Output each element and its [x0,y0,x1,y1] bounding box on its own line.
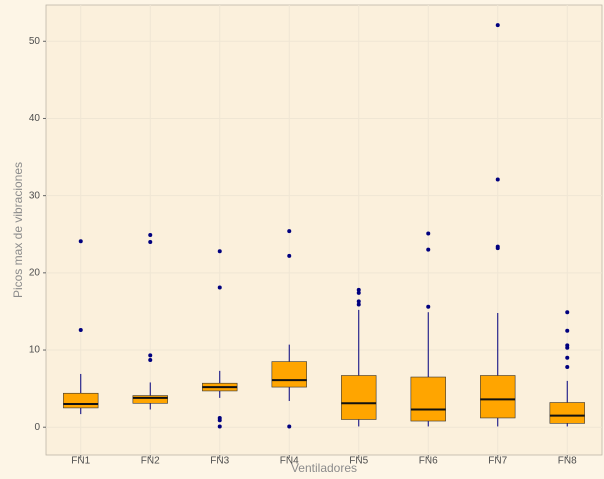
outlier [356,287,361,292]
outlier [78,239,83,244]
box [480,375,516,419]
outlier [356,299,361,304]
x-tick-label: FN4 [280,456,299,467]
box [132,395,168,404]
x-tick-label: FN6 [419,456,438,467]
outlier [148,239,153,244]
plot-panel [45,4,603,456]
outlier [356,302,361,307]
x-tick-label: FN3 [210,456,229,467]
x-tick-label: FN5 [349,456,368,467]
x-tick-label: FN1 [71,456,90,467]
outlier [565,365,570,370]
outlier [217,249,222,254]
outlier [565,343,570,348]
outlier [356,290,361,295]
outlier [565,328,570,333]
outlier [217,415,222,420]
box [271,361,307,388]
outlier [148,353,153,358]
outlier [148,233,153,238]
x-axis-title: Ventiladores [291,461,357,475]
box [549,402,585,424]
x-tick-label: FN8 [558,456,577,467]
outlier [217,285,222,290]
box [63,392,99,409]
y-tick-label: 10 [29,345,41,356]
outlier [565,310,570,315]
x-tick-label: FN2 [141,456,160,467]
y-tick-label: 0 [34,422,40,433]
outlier [287,253,292,258]
outlier [287,424,292,429]
outlier [495,177,500,182]
outlier [495,23,500,28]
outlier [426,304,431,309]
outlier [78,327,83,332]
outlier [287,229,292,234]
y-tick-label: 30 [29,190,41,201]
outlier [565,355,570,360]
box [410,376,446,422]
outlier [148,358,153,363]
outlier [426,247,431,252]
y-tick-label: 20 [29,267,41,278]
outlier [426,231,431,236]
outlier [495,244,500,249]
x-tick-label: FN7 [488,456,507,467]
y-tick-label: 40 [29,113,41,124]
y-tick-label: 50 [29,36,41,47]
y-axis-title: Picos max de vibraciones [11,162,25,298]
outlier [217,424,222,429]
box [341,375,377,420]
